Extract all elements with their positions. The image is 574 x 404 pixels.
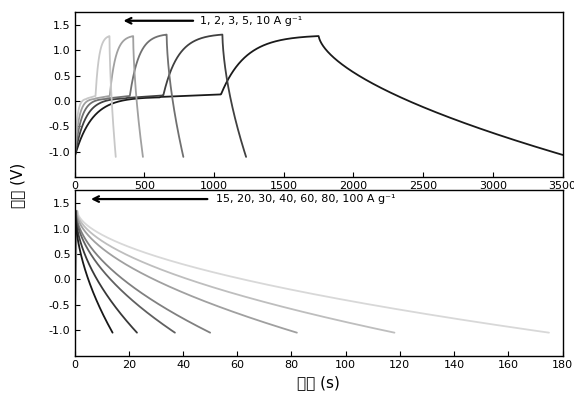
Text: 15, 20, 30, 40, 60, 80, 100 A g⁻¹: 15, 20, 30, 40, 60, 80, 100 A g⁻¹ [216,194,395,204]
Text: 电压 (V): 电压 (V) [10,163,25,208]
Text: 1, 2, 3, 5, 10 A g⁻¹: 1, 2, 3, 5, 10 A g⁻¹ [200,16,302,26]
X-axis label: 时间 (s): 时间 (s) [297,375,340,390]
